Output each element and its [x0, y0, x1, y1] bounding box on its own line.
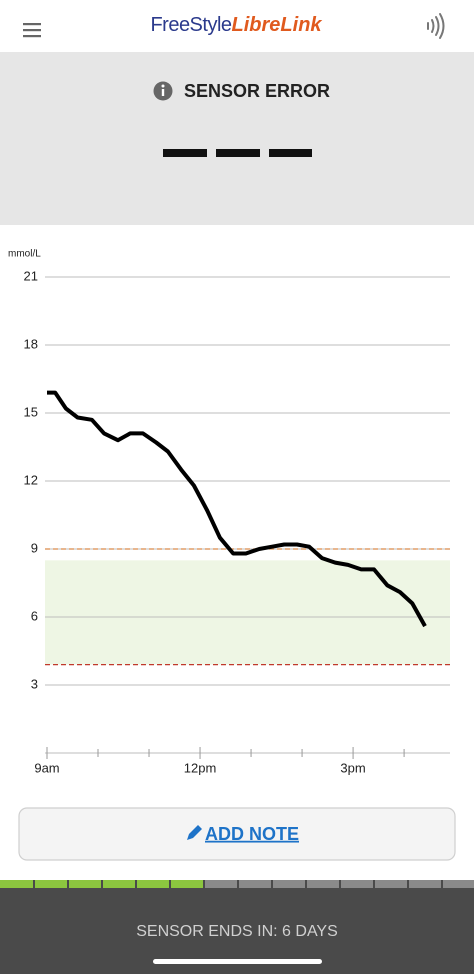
- menu-button[interactable]: [23, 23, 41, 38]
- y-axis-label: mmol/L: [8, 249, 41, 260]
- x-tick-label: 9am: [34, 760, 59, 775]
- home-indicator: [153, 959, 322, 964]
- x-tick-label: 3pm: [340, 760, 365, 775]
- info-icon: [153, 81, 173, 101]
- top-bar: [0, 0, 474, 52]
- target-range: [45, 560, 450, 665]
- sensor-ends-text: SENSOR ENDS IN: 6 DAYS: [136, 923, 338, 940]
- y-tick-label: 15: [24, 404, 38, 419]
- y-tick-label: 6: [31, 608, 38, 623]
- nfc-icon: [427, 13, 445, 39]
- add-note-button[interactable]: ADD NOTE: [18, 807, 456, 861]
- no-reading-dashes: [163, 149, 312, 157]
- y-tick-label: 18: [24, 336, 38, 351]
- brand-part: FreeStyle: [150, 14, 231, 36]
- status-message: SENSOR ERROR: [184, 81, 330, 101]
- glucose-chart: 3 6 9 12 15 18 21 9am 12pm 3pm: [24, 268, 450, 775]
- status-panel: [0, 52, 474, 225]
- x-tick-label: 12pm: [184, 760, 217, 775]
- brand-part: LibreLink: [232, 14, 323, 36]
- y-tick-label: 9: [31, 540, 38, 555]
- y-tick-label: 21: [24, 268, 38, 283]
- button-label[interactable]: ADD NOTE: [205, 824, 299, 844]
- sensor-progress: [0, 880, 474, 888]
- brand-logo: FreeStyleLibreLink: [150, 14, 322, 36]
- y-tick-label: 3: [31, 676, 38, 691]
- y-tick-label: 12: [24, 472, 38, 487]
- glucose-line: [47, 390, 427, 628]
